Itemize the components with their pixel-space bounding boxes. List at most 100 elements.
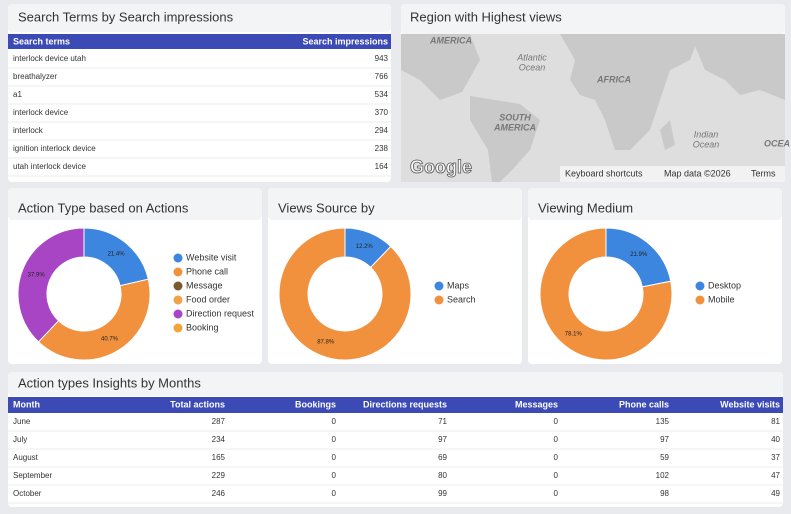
donut-segment [37,278,151,361]
cell: a1 [13,90,22,99]
data-label: 40.7% [101,336,119,342]
map-label: Indian [694,129,719,139]
cell: 0 [332,489,337,498]
cell: October [13,489,42,498]
cell: 0 [332,435,337,444]
panel-title: Action Type based on Actions [18,200,189,215]
map: AMERICA Atlantic Ocean AFRICA SOUTH AMER… [401,34,790,182]
cell: 165 [212,453,226,462]
legend-marker [434,295,444,305]
cell: interlock device utah [13,54,86,63]
data-label: 21.9% [630,252,648,258]
column-header: Search terms [13,36,70,46]
cell: 294 [375,126,389,135]
title-bands [8,4,785,396]
cell: 0 [332,453,337,462]
map-logo: Google [410,157,472,177]
cell: 97 [660,435,669,444]
map-label: OCEA [764,138,790,148]
cell: utah interlock device [13,162,86,171]
cell: 49 [771,489,780,498]
panel-title: Search Terms by Search impressions [18,9,234,24]
cell: 0 [554,471,559,480]
cell: 81 [771,417,780,426]
cell: 0 [554,489,559,498]
cell: 766 [375,72,389,81]
legend-label: Desktop [708,280,741,290]
title-band [8,188,262,220]
cell: 0 [554,435,559,444]
legend-label: Booking [186,322,219,332]
data-label: 12.2% [356,244,374,250]
land [690,34,785,100]
legend-label: Phone call [186,266,228,276]
legend-marker [173,295,183,305]
title-band [8,372,783,396]
column-header: Website visits [720,399,780,409]
title-band [528,188,782,220]
cell: 97 [438,435,447,444]
cell: 47 [771,471,780,480]
legend-label: Mobile [708,294,735,304]
cell: 71 [438,417,447,426]
legend-marker [434,281,444,291]
donut-segment [17,227,85,343]
column-header: Month [13,399,40,409]
data-label: 78.1% [565,331,583,337]
map-link[interactable]: Keyboard shortcuts [565,168,643,178]
land [470,96,540,182]
legend-label: Maps [447,280,470,290]
cell: July [13,435,27,444]
cell: 0 [554,453,559,462]
cell: 37 [771,453,780,462]
map-link[interactable]: Terms [751,168,776,178]
cell: 246 [212,489,226,498]
panel-title: Viewing Medium [538,200,633,215]
cell: September [13,471,52,480]
panel-title: Region with Highest views [410,9,562,24]
cell: 234 [212,435,226,444]
cell: 0 [554,417,559,426]
panel-title: Action types Insights by Months [18,375,201,390]
legend-marker [173,253,183,263]
cell: 0 [332,471,337,480]
cell: 534 [375,90,389,99]
legend-label: Search [447,294,476,304]
map-label: SOUTH [499,112,531,122]
legend-marker [695,281,705,291]
cell: ignition interlock device [13,144,96,153]
legend-marker [695,295,705,305]
title-band [401,4,785,34]
legend-marker [173,309,183,319]
map-label: Ocean [693,139,720,149]
column-header: Phone calls [619,399,669,409]
land [660,120,675,150]
cell: 238 [375,144,389,153]
cell: interlock device [13,108,69,117]
cell: 99 [438,489,447,498]
column-header: Search impressions [302,36,388,46]
cell: 135 [656,417,670,426]
cell: 80 [438,471,447,480]
data-label: 37.9% [28,272,46,278]
column-header: Messages [515,399,558,409]
legend-label: Website visit [186,252,237,262]
legend-marker [173,323,183,333]
panel-title: Views Source by [278,200,375,215]
cell: June [13,417,31,426]
title-band [8,4,391,32]
cell: 943 [375,54,389,63]
data-label: 87.8% [317,339,335,345]
cell: 287 [212,417,226,426]
cell: August [13,453,39,462]
legend-marker [173,267,183,277]
cell: breathalyzer [13,72,57,81]
data-label: 21.4% [108,251,126,257]
donut-segment [278,227,412,361]
map-label: AFRICA [596,74,631,84]
cell: 69 [438,453,447,462]
map-label: Ocean [519,62,546,72]
map-attribution: Map data ©2026 [664,168,731,178]
cell: 102 [656,471,670,480]
